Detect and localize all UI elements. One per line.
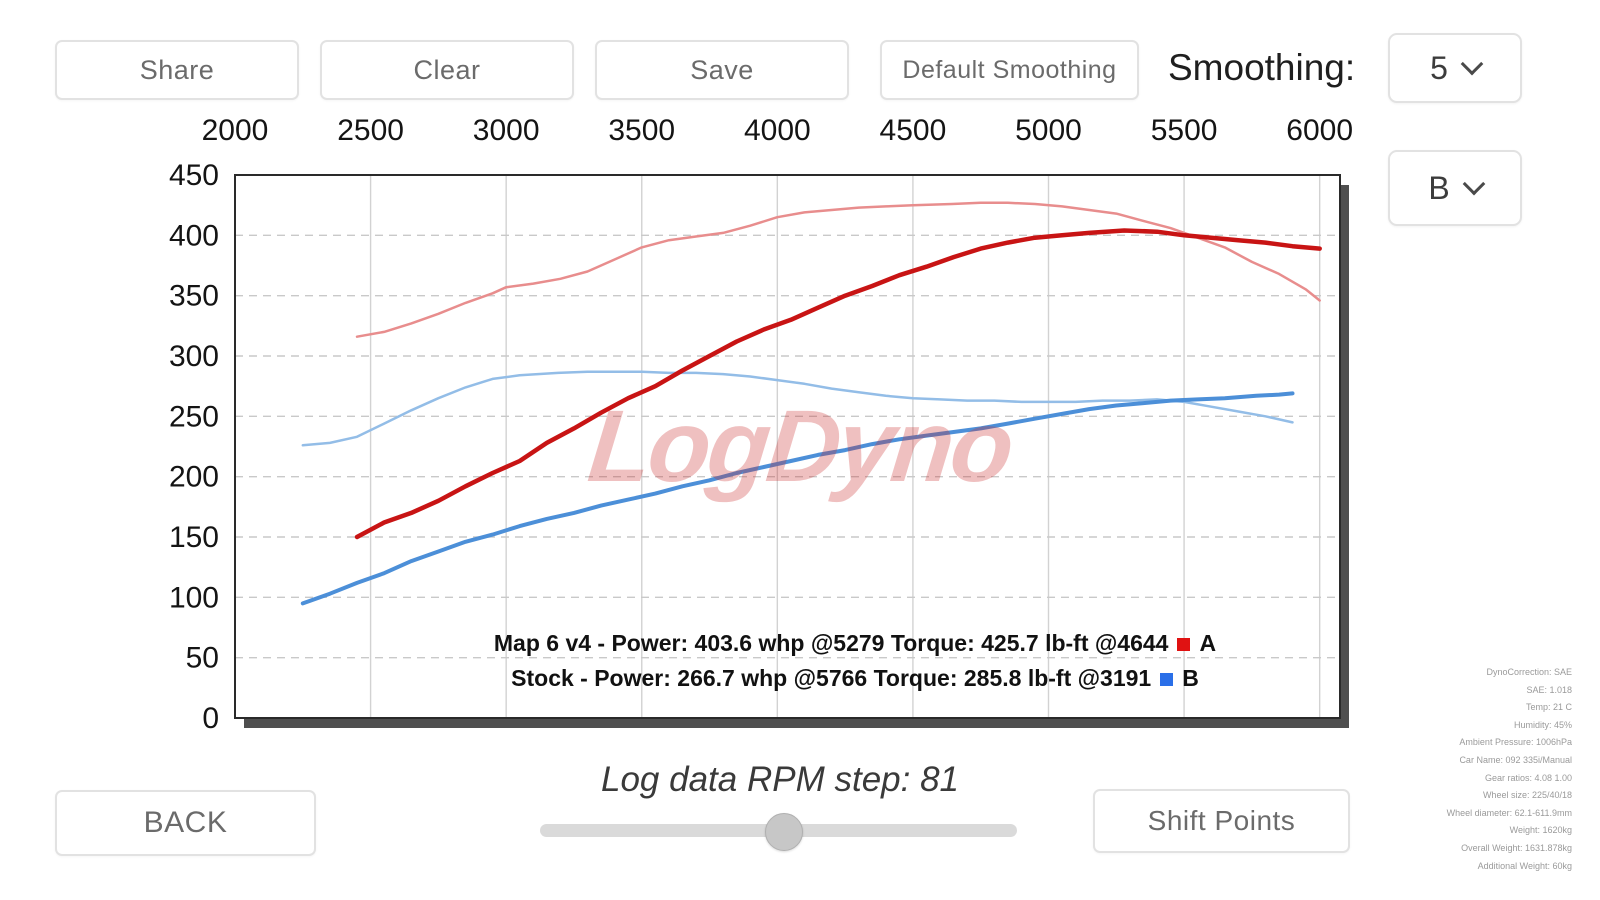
chevron-down-icon (1462, 172, 1485, 196)
dyno-chart: 2000 2500 3000 3500 4000 4500 5000 5500 6000 0 50 1… (150, 100, 1380, 750)
svg-text:2500: 2500 (337, 114, 404, 147)
svg-text:450: 450 (169, 159, 219, 192)
svg-text:150: 150 (169, 521, 219, 554)
svg-text:350: 350 (169, 280, 219, 313)
svg-text:3000: 3000 (473, 114, 540, 147)
dyno-info-line: Ambient Pressure: 1006hPa (1459, 737, 1572, 748)
dyno-info-line: Overall Weight: 1631.878kg (1461, 842, 1572, 853)
dyno-info-line: Wheel diameter: 62.1-611.9mm (1446, 807, 1572, 818)
clear-button[interactable]: Clear (320, 40, 574, 100)
dyno-info-line: SAE: 1.018 (1526, 684, 1572, 695)
chevron-down-icon (1460, 52, 1484, 76)
svg-text:250: 250 (169, 400, 219, 433)
dyno-info-line: Wheel size: 225/40/18 (1482, 790, 1572, 801)
curve-select[interactable]: B (1388, 150, 1522, 226)
back-button[interactable]: BACK (55, 790, 316, 856)
save-button[interactable]: Save (595, 40, 849, 100)
svg-text:4500: 4500 (880, 114, 947, 147)
svg-text:2000: 2000 (202, 114, 269, 147)
default-smoothing-button[interactable]: Default Smoothing (880, 40, 1139, 100)
svg-text:4000: 4000 (744, 114, 811, 147)
share-button[interactable]: Share (55, 40, 299, 100)
shift-points-button[interactable]: Shift Points (1093, 789, 1350, 853)
svg-text:5500: 5500 (1151, 114, 1218, 147)
dyno-info-line: Additional Weight: 60kg (1477, 860, 1572, 871)
svg-text:200: 200 (169, 461, 219, 494)
rpm-step-label: Log data RPM step: 81 (601, 760, 959, 799)
rpm-step-slider-handle[interactable] (765, 813, 803, 851)
svg-text:6000: 6000 (1286, 114, 1353, 147)
dyno-info-line: Gear ratios: 4.08 1.00 (1484, 772, 1572, 783)
svg-text:0: 0 (202, 702, 219, 735)
dyno-chart-svg: 2000 2500 3000 3500 4000 4500 5000 5500 6000 0 50 1… (169, 114, 1353, 735)
dyno-info-line: Temp: 21 C (1525, 702, 1572, 713)
dyno-info-line: DynoCorrection: SAE (1486, 667, 1572, 677)
smoothing-select-value: 5 (1430, 49, 1448, 86)
smoothing-select[interactable]: 5 (1388, 33, 1522, 103)
smoothing-label: Smoothing: (1168, 47, 1356, 88)
svg-text:300: 300 (169, 340, 219, 373)
svg-text:3500: 3500 (608, 114, 675, 147)
curve-select-value: B (1428, 169, 1450, 206)
svg-text:5000: 5000 (1015, 114, 1082, 147)
svg-text:50: 50 (186, 642, 219, 675)
dyno-info-line: Car Name: 092 335i/Manual (1459, 754, 1572, 765)
dyno-info: DynoCorrection: SAE SAE: 1.018 Temp: 21 C H… (1447, 664, 1572, 875)
svg-text:400: 400 (169, 219, 219, 252)
svg-text:100: 100 (169, 581, 219, 614)
dyno-info-line: Humidity: 45% (1513, 719, 1572, 730)
dyno-info-line: Weight: 1620kg (1509, 825, 1572, 836)
